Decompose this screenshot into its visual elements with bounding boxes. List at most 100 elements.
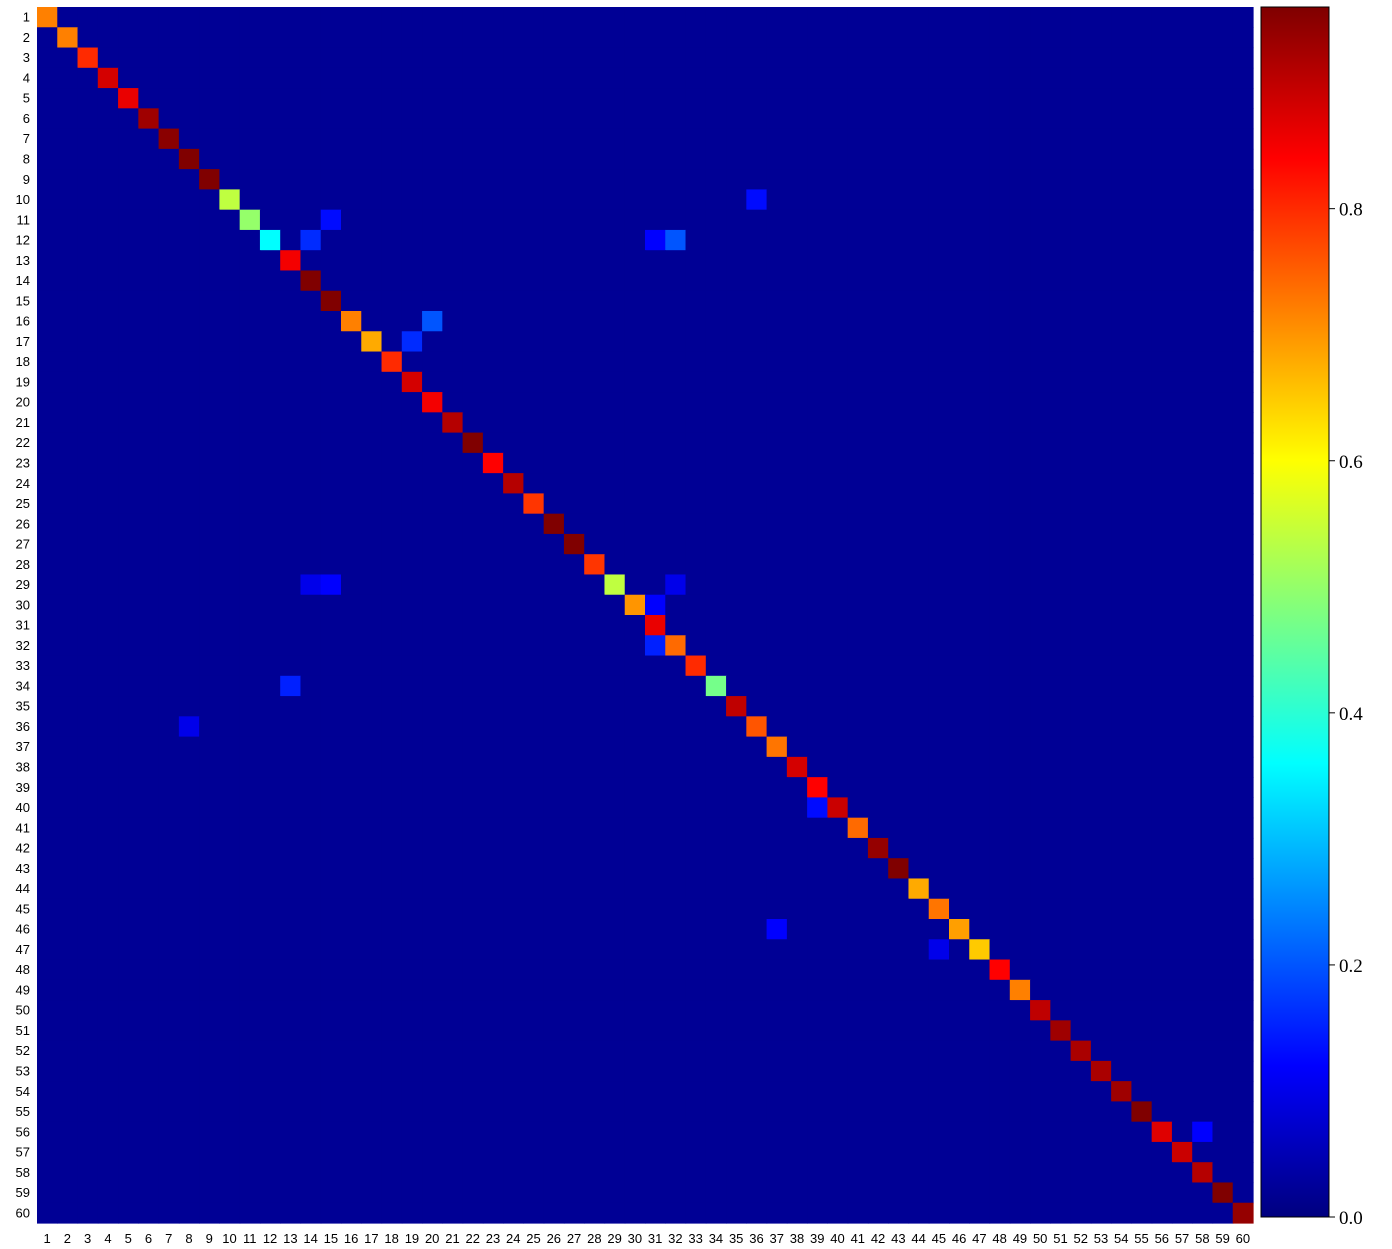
heatmap-cell-45-34 [705, 898, 727, 920]
heatmap-cell-44-51 [1050, 878, 1072, 900]
heatmap-cell-42-19 [401, 837, 423, 859]
heatmap-cell-23-12 [259, 452, 281, 474]
heatmap-cell-55-41 [847, 1101, 869, 1123]
heatmap-cell-49-55 [1131, 979, 1153, 1001]
heatmap-cell-21-19 [401, 412, 423, 434]
heatmap-cell-53-37 [766, 1060, 788, 1082]
heatmap-cell-58-60 [1232, 1162, 1254, 1184]
heatmap-cell-25-53 [1090, 493, 1112, 515]
heatmap-cell-7-14 [300, 128, 322, 150]
heatmap-cell-15-34 [705, 290, 727, 312]
heatmap-cell-36-47 [969, 716, 991, 738]
heatmap-cell-24-49 [1009, 473, 1031, 494]
heatmap-cell-27-17 [361, 533, 383, 555]
heatmap-cell-46-28 [584, 919, 606, 940]
heatmap-cell-60-45 [928, 1202, 950, 1224]
heatmap-cell-41-41 [847, 817, 869, 839]
heatmap-cell-44-35 [726, 878, 747, 900]
heatmap-cell-58-19 [401, 1162, 423, 1184]
heatmap-cell-10-59 [1212, 189, 1234, 211]
heatmap-cell-50-38 [786, 1000, 808, 1021]
heatmap-cell-42-10 [219, 837, 241, 859]
heatmap-cell-58-4 [97, 1162, 119, 1184]
heatmap-cell-58-6 [138, 1162, 160, 1184]
x-tick-label: 12 [263, 1231, 277, 1246]
heatmap-cell-20-17 [361, 392, 383, 413]
heatmap-cell-31-43 [888, 615, 910, 636]
heatmap-cell-13-44 [908, 250, 930, 272]
heatmap-cell-48-40 [827, 959, 849, 981]
heatmap-cell-43-29 [604, 858, 626, 880]
heatmap-cell-18-37 [766, 351, 788, 373]
heatmap-cell-27-47 [969, 533, 991, 555]
heatmap-cell-51-31 [645, 1020, 666, 1042]
heatmap-cell-47-6 [138, 939, 160, 961]
heatmap-cell-43-8 [178, 858, 200, 880]
heatmap-cell-55-3 [77, 1101, 99, 1123]
heatmap-cell-33-39 [807, 655, 828, 677]
heatmap-cell-43-1 [37, 858, 58, 880]
heatmap-cell-45-45 [928, 898, 950, 920]
heatmap-cell-56-5 [118, 1121, 139, 1143]
heatmap-cell-51-43 [888, 1020, 910, 1042]
heatmap-cell-32-40 [827, 635, 849, 657]
heatmap-cell-12-14 [300, 229, 322, 251]
heatmap-cell-24-22 [462, 473, 484, 494]
heatmap-cell-15-41 [847, 290, 869, 312]
heatmap-cell-27-19 [401, 533, 423, 555]
heatmap-cell-19-34 [705, 371, 727, 393]
heatmap-cell-24-42 [867, 473, 889, 494]
heatmap-cell-23-37 [766, 452, 788, 474]
heatmap-cell-20-19 [401, 392, 423, 413]
heatmap-cell-51-24 [503, 1020, 524, 1042]
heatmap-cell-6-15 [320, 108, 342, 130]
heatmap-cell-42-3 [77, 837, 99, 859]
heatmap-cell-14-55 [1131, 270, 1153, 292]
heatmap-cell-27-9 [199, 533, 220, 555]
heatmap-cell-57-4 [97, 1141, 119, 1163]
heatmap-cell-38-7 [158, 756, 180, 778]
heatmap-cell-21-23 [482, 412, 504, 434]
heatmap-cell-23-40 [827, 452, 849, 474]
heatmap-cell-4-52 [1070, 67, 1092, 89]
heatmap-cell-43-53 [1090, 858, 1112, 880]
heatmap-cell-26-39 [807, 513, 828, 535]
heatmap-cell-55-14 [300, 1101, 322, 1123]
heatmap-cell-38-18 [381, 756, 403, 778]
heatmap-cell-7-11 [239, 128, 261, 150]
heatmap-cell-33-25 [523, 655, 545, 677]
heatmap-cell-3-17 [361, 47, 383, 69]
y-tick-label: 21 [16, 415, 30, 430]
heatmap-cell-34-53 [1090, 675, 1112, 697]
heatmap-cell-48-9 [199, 959, 220, 981]
heatmap-cell-32-51 [1050, 635, 1072, 657]
heatmap-cell-54-24 [503, 1081, 524, 1102]
heatmap-cell-36-1 [37, 716, 58, 738]
heatmap-cell-23-54 [1111, 452, 1132, 474]
heatmap-cell-2-18 [381, 27, 403, 49]
heatmap-cell-25-55 [1131, 493, 1153, 515]
heatmap-cell-9-8 [178, 169, 200, 190]
heatmap-cell-21-8 [178, 412, 200, 434]
heatmap-cell-57-34 [705, 1141, 727, 1163]
heatmap-cell-35-26 [543, 696, 565, 717]
heatmap-cell-57-18 [381, 1141, 403, 1163]
heatmap-cell-21-5 [118, 412, 139, 434]
heatmap-cell-8-36 [746, 148, 768, 170]
heatmap-cell-8-29 [604, 148, 626, 170]
heatmap-cell-55-5 [118, 1101, 139, 1123]
heatmap-cell-35-44 [908, 696, 930, 717]
heatmap-cell-8-4 [97, 148, 119, 170]
heatmap-cell-56-12 [259, 1121, 281, 1143]
heatmap-cell-33-60 [1232, 655, 1254, 677]
heatmap-cell-37-19 [401, 736, 423, 758]
heatmap-cell-13-30 [624, 250, 646, 272]
heatmap-cell-59-15 [320, 1182, 342, 1204]
heatmap-cell-47-33 [685, 939, 707, 961]
heatmap-cell-6-43 [888, 108, 910, 130]
heatmap-cell-6-48 [989, 108, 1011, 130]
heatmap-cell-25-59 [1212, 493, 1234, 515]
heatmap-cell-52-9 [199, 1040, 220, 1062]
heatmap-cell-3-36 [746, 47, 768, 69]
heatmap-cell-16-9 [199, 311, 220, 332]
